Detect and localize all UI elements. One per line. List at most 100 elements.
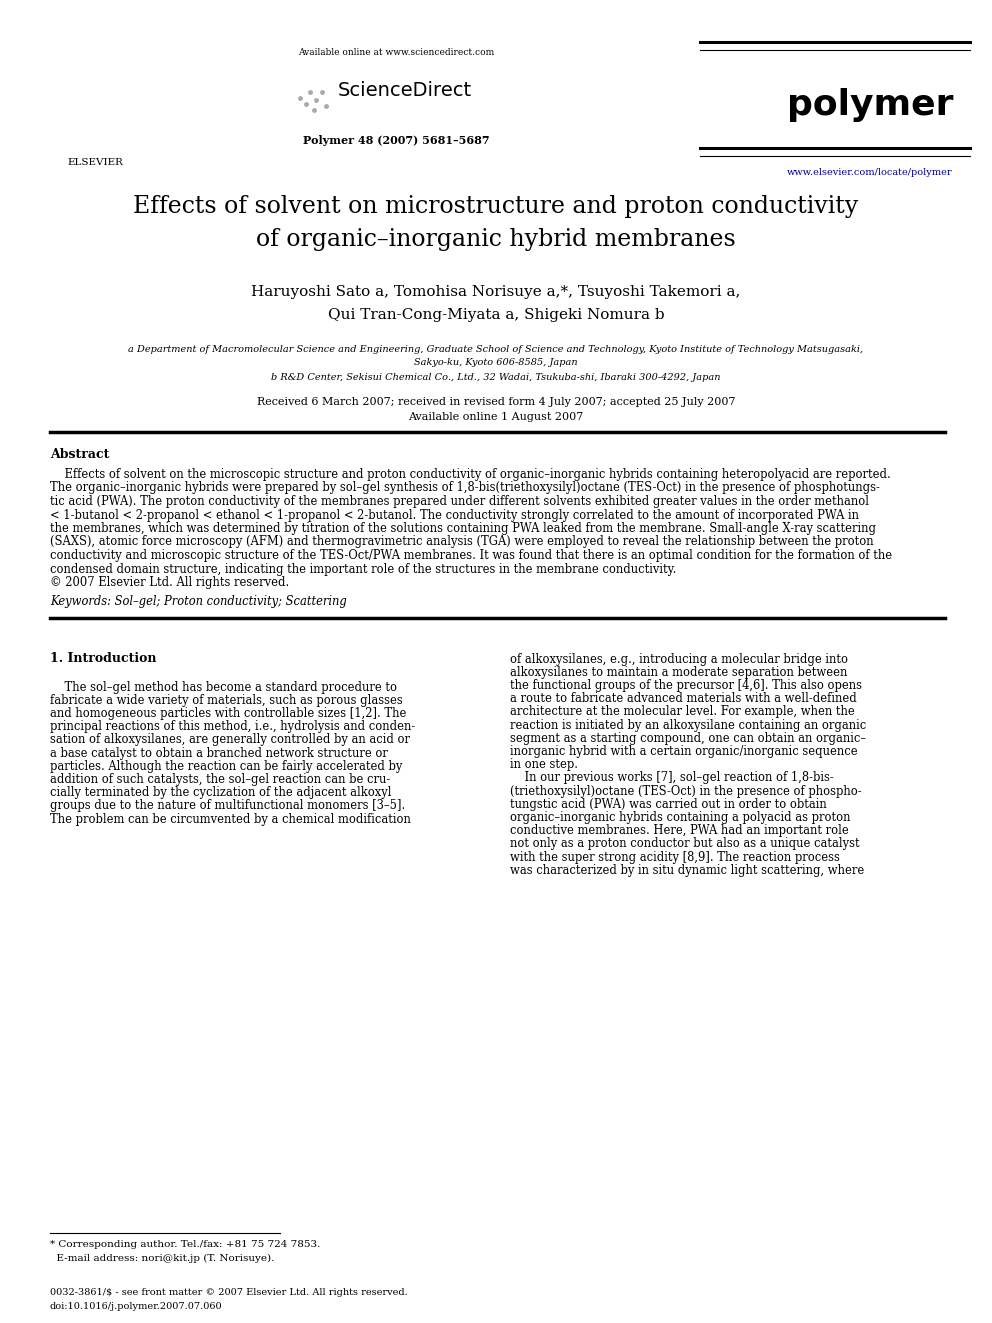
- Point: [93, 126, 109, 147]
- Text: Qui Tran-Cong-Miyata a, Shigeki Nomura b: Qui Tran-Cong-Miyata a, Shigeki Nomura b: [327, 308, 665, 321]
- Point: [86, 71, 102, 93]
- Point: [87, 116, 103, 138]
- Point: [62, 64, 77, 85]
- Point: [131, 91, 147, 112]
- Point: [116, 83, 132, 105]
- Point: [71, 124, 87, 146]
- Point: [87, 58, 103, 79]
- Point: [128, 58, 144, 79]
- Point: [67, 136, 83, 157]
- Point: [61, 136, 76, 157]
- Point: [95, 116, 111, 138]
- Point: [84, 65, 100, 86]
- Point: [102, 75, 118, 97]
- Point: [78, 134, 94, 155]
- Point: [52, 93, 67, 114]
- Point: [62, 66, 77, 87]
- Point: [66, 128, 82, 149]
- Point: [112, 122, 128, 143]
- Point: [66, 130, 82, 151]
- Point: [107, 95, 123, 116]
- Point: [95, 95, 111, 116]
- Point: [75, 120, 91, 142]
- Point: [130, 71, 146, 93]
- Text: Effects of solvent on the microscopic structure and proton conductivity of organ: Effects of solvent on the microscopic st…: [50, 468, 891, 482]
- Point: [109, 56, 125, 77]
- Point: [79, 69, 95, 90]
- Point: [98, 120, 114, 142]
- Point: [126, 120, 142, 142]
- Point: [68, 120, 84, 142]
- Point: [104, 130, 120, 151]
- Text: reaction is initiated by an alkoxysilane containing an organic: reaction is initiated by an alkoxysilane…: [510, 718, 866, 732]
- Point: [124, 131, 140, 152]
- Point: [74, 87, 90, 108]
- Point: [104, 112, 120, 134]
- Point: [125, 77, 141, 98]
- Point: [101, 108, 117, 130]
- Point: [112, 87, 128, 108]
- Point: [111, 99, 127, 120]
- Text: inorganic hybrid with a certain organic/inorganic sequence: inorganic hybrid with a certain organic/…: [510, 745, 858, 758]
- Point: [127, 77, 143, 98]
- Point: [111, 126, 127, 147]
- Point: [98, 89, 114, 110]
- Point: [65, 83, 81, 105]
- Point: [91, 65, 107, 86]
- Point: [85, 82, 101, 103]
- Point: [81, 119, 97, 140]
- Point: [108, 105, 124, 126]
- Point: [82, 56, 98, 77]
- Point: [94, 131, 110, 152]
- Point: [50, 90, 65, 111]
- Point: [129, 94, 145, 115]
- Point: [77, 85, 93, 106]
- Point: [100, 66, 116, 87]
- Point: [127, 87, 143, 108]
- Point: [115, 99, 131, 120]
- Point: [114, 70, 130, 91]
- Point: [117, 93, 133, 114]
- Point: [112, 103, 128, 124]
- Point: [62, 122, 77, 143]
- Text: Polymer 48 (2007) 5681–5687: Polymer 48 (2007) 5681–5687: [303, 135, 489, 146]
- Point: [52, 116, 67, 138]
- Point: [71, 119, 87, 140]
- Point: [83, 108, 99, 130]
- Text: E-mail address: nori@kit.jp (T. Norisuye).: E-mail address: nori@kit.jp (T. Norisuye…: [50, 1254, 275, 1263]
- Point: [111, 74, 127, 95]
- Point: [89, 93, 105, 114]
- Point: [78, 78, 94, 99]
- Point: [103, 85, 119, 106]
- Point: [59, 86, 74, 107]
- Point: [84, 73, 100, 94]
- Point: [88, 56, 104, 77]
- Point: [122, 115, 138, 136]
- Point: [116, 99, 132, 120]
- Point: [119, 124, 135, 146]
- Point: [127, 85, 143, 106]
- Point: [95, 106, 111, 127]
- Point: [48, 102, 63, 123]
- Point: [85, 127, 101, 148]
- Point: [78, 134, 94, 155]
- Point: [103, 69, 119, 90]
- Point: [101, 131, 117, 152]
- Point: [122, 64, 138, 85]
- Point: [100, 107, 116, 128]
- Point: [67, 94, 83, 115]
- Point: [103, 71, 119, 93]
- Point: [108, 110, 124, 131]
- Point: [104, 126, 120, 147]
- Point: [104, 73, 120, 94]
- Point: [93, 123, 109, 144]
- Point: [99, 131, 115, 152]
- Point: [54, 91, 69, 112]
- Point: [101, 106, 117, 127]
- Point: [95, 65, 111, 86]
- Point: [66, 69, 82, 90]
- Point: [72, 112, 88, 134]
- Point: [64, 60, 80, 81]
- Point: [89, 106, 105, 127]
- Point: [87, 110, 103, 131]
